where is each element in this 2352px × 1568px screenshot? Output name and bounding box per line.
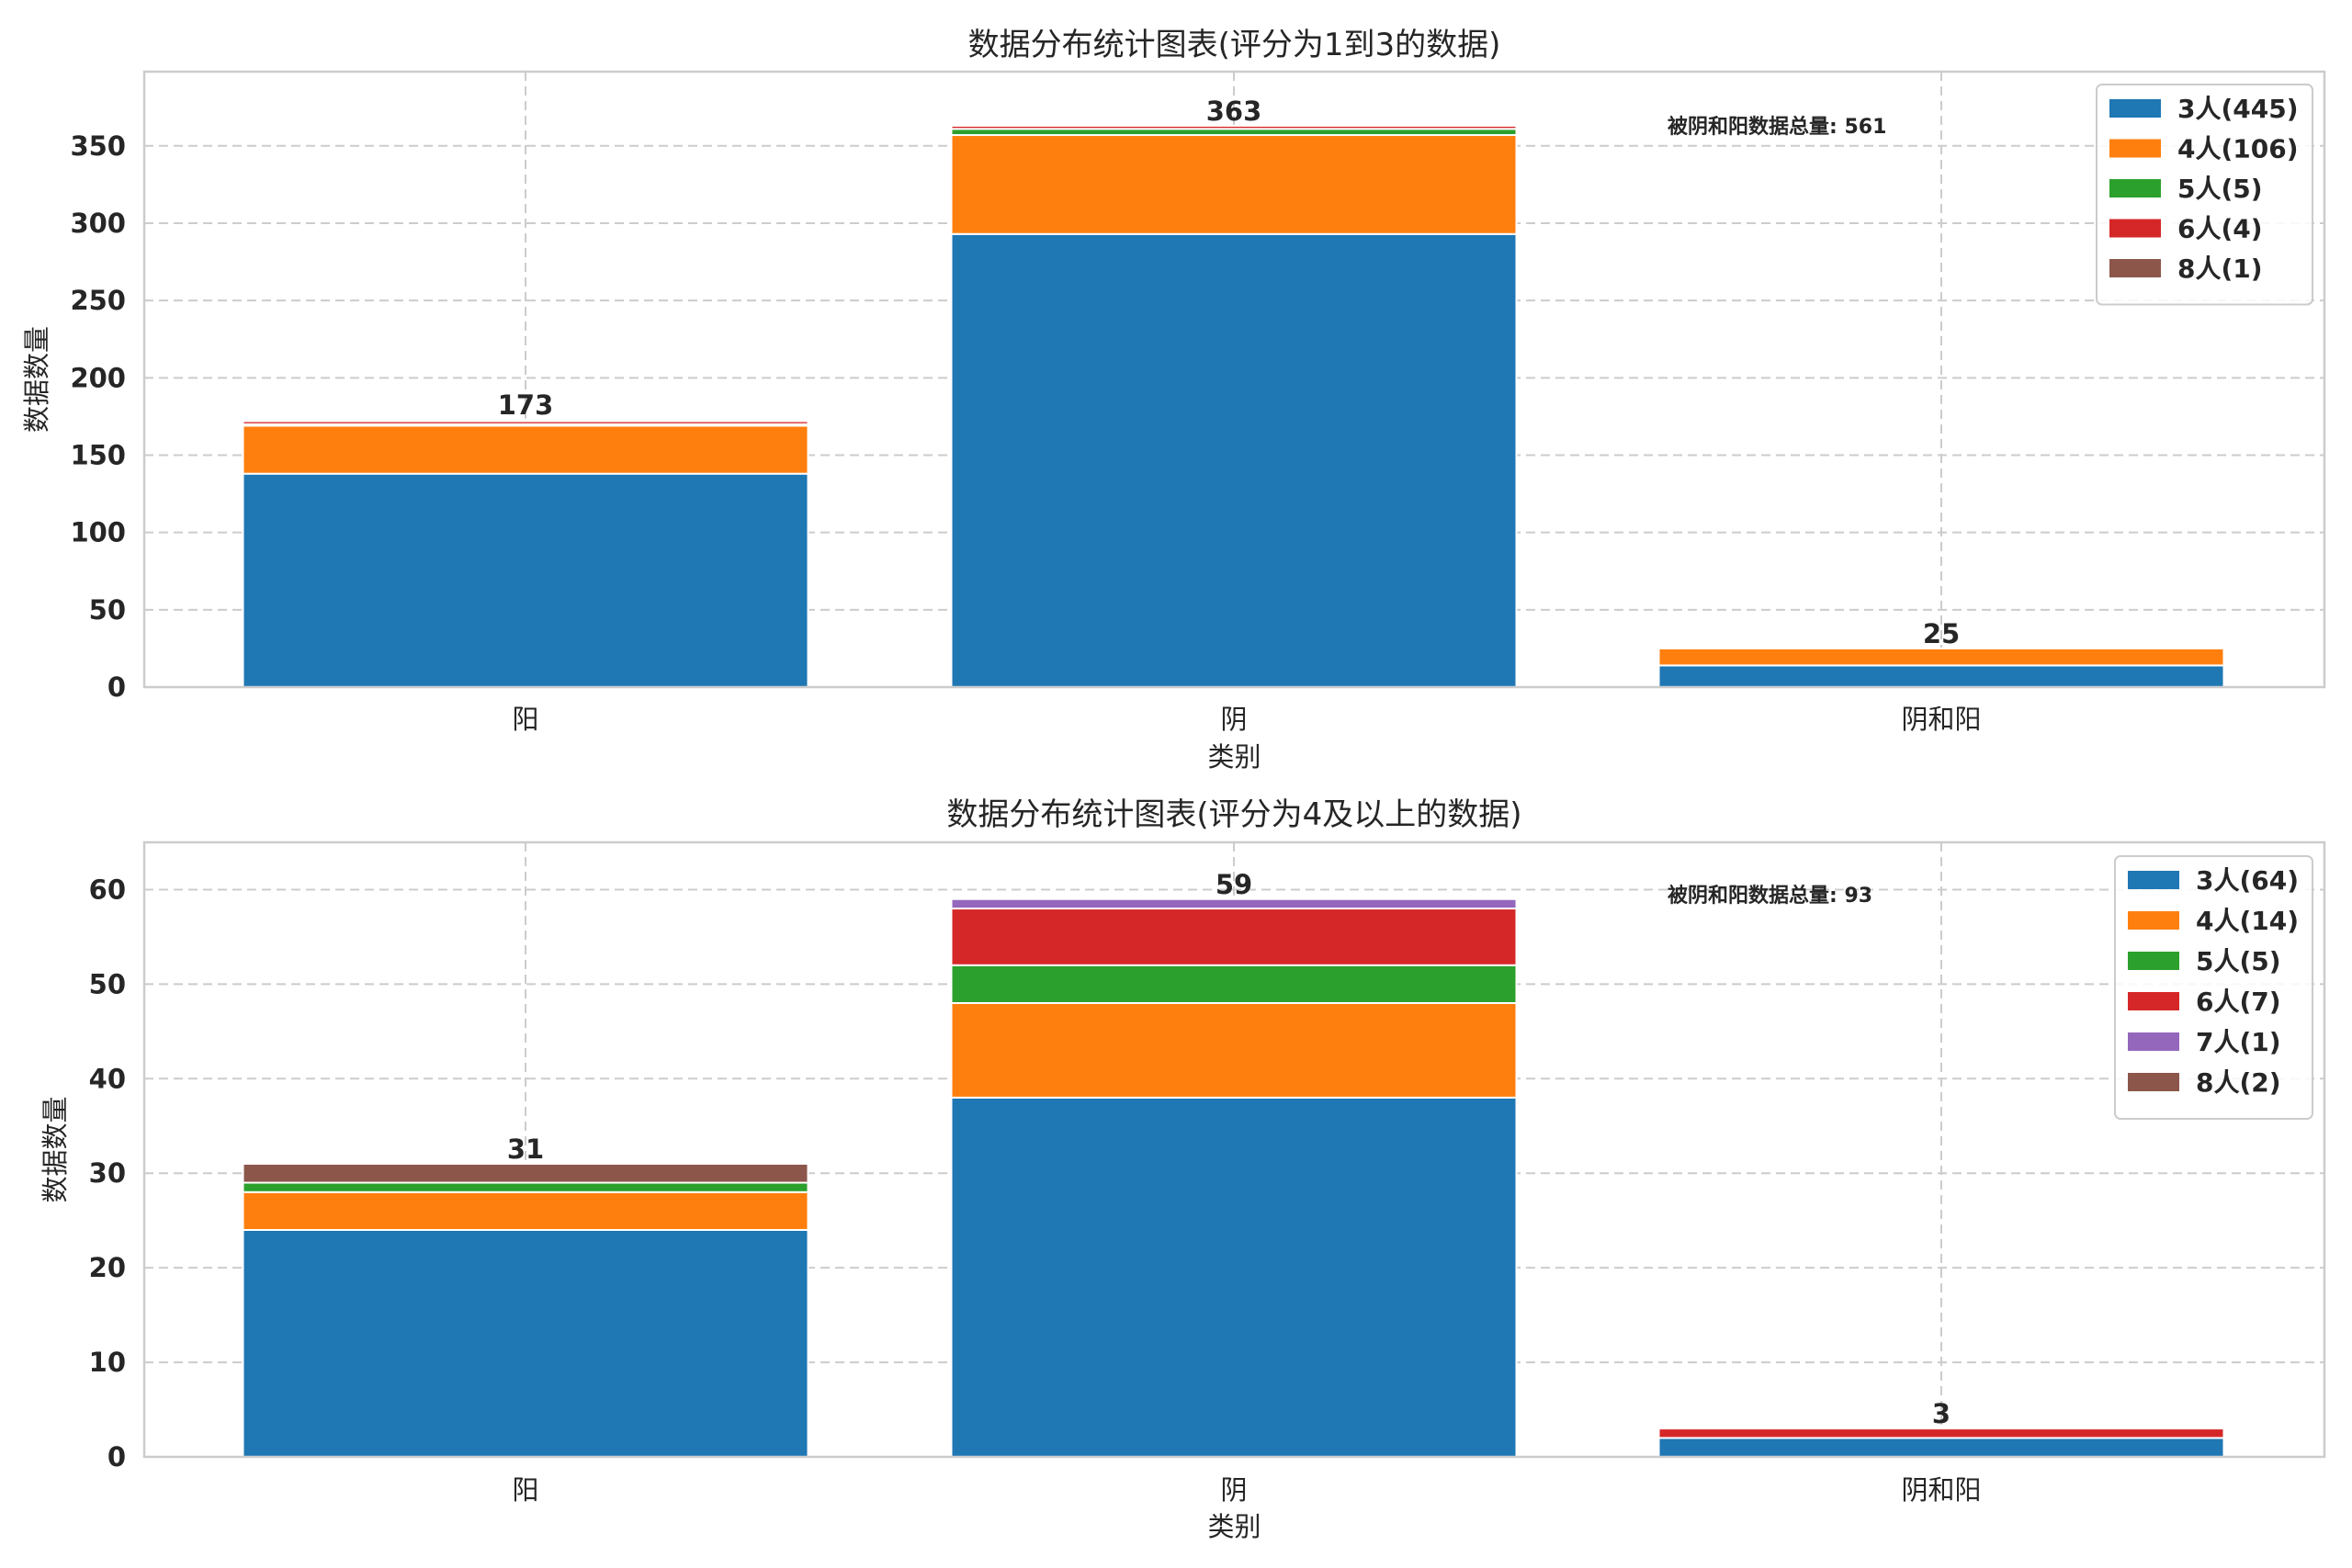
legend-swatch	[2128, 1073, 2179, 1091]
bar-segment-6-3	[1657, 1427, 2225, 1439]
bar-segment-4-1	[242, 1190, 809, 1231]
y-tick-label: 250	[70, 285, 126, 316]
chart-title: 数据分布统计图表(评分为4及以上的数据)	[946, 796, 1521, 833]
y-axis-label: 数据数量	[40, 1096, 71, 1202]
legend-swatch	[2109, 99, 2161, 118]
x-tick-label: 阴和阳	[1901, 704, 1981, 735]
legend: 3人(64) 4人(14) 5人(5) 6人(7) 7人(1) 8人(2)	[2114, 855, 2313, 1120]
chart-title: 数据分布统计图表(评分为1到3的数据)	[968, 27, 1501, 63]
legend-swatch	[2128, 952, 2179, 970]
x-tick-label: 阴	[1220, 1474, 1247, 1506]
legend: 3人(445) 4人(106) 5人(5) 6人(4) 8人(1)	[2096, 84, 2313, 306]
legend-label: 3人(64)	[2196, 865, 2299, 896]
bar-segment-5-2	[950, 964, 1518, 1004]
y-tick-label: 300	[70, 208, 126, 239]
bar-segment-3-2	[950, 232, 1518, 688]
x-tick-label: 阴	[1220, 704, 1247, 735]
legend-label: 4人(14)	[2196, 906, 2299, 936]
total-annotation: 被阴和阳数据总量: 561	[1668, 115, 1886, 139]
x-axis-label: 类别	[1207, 1511, 1261, 1542]
legend-label: 4人(106)	[2177, 134, 2299, 164]
legend-label: 3人(445)	[2177, 94, 2299, 124]
bar-segment-3-1	[242, 1228, 809, 1458]
bar-segment-4-2	[950, 1001, 1518, 1099]
plot-frame	[142, 70, 2326, 689]
y-tick-label: 0	[107, 1441, 126, 1472]
x-tick-label: 阴和阳	[1901, 1474, 1981, 1506]
bar-segment-7-2	[950, 897, 1518, 910]
bar-segment-3-3	[1657, 1437, 2225, 1459]
legend-swatch	[2128, 992, 2179, 1010]
bar-segment-3-1	[242, 472, 809, 688]
y-axis-label: 数据数量	[21, 326, 52, 433]
y-tick-label: 50	[89, 968, 126, 999]
y-tick-label: 200	[70, 362, 126, 393]
legend-label: 8人(2)	[2196, 1067, 2281, 1098]
legend-swatch	[2128, 871, 2179, 889]
bar-total-label: 25	[1923, 618, 1960, 649]
y-tick-label: 50	[89, 594, 126, 626]
x-axis-label: 类别	[1207, 741, 1261, 773]
bar-segment-8-1	[242, 418, 809, 423]
chart-panel-2: 0 10 20 30 40 50 60 阳 阴 阴和阳 31 59 3 数据分布统计图表(评分为4及以上的…	[40, 796, 2326, 1542]
bar-segment-3-2	[950, 1096, 1518, 1459]
bar-segment-6-2	[950, 908, 1518, 966]
bar-segment-3-3	[1657, 664, 2225, 689]
legend-label: 6人(4)	[2177, 214, 2263, 244]
bar-segment-5-2	[950, 128, 1518, 137]
y-tick-label: 40	[89, 1063, 126, 1094]
chart-panel-1: 0 50 100 150 200 250 300 350 阳 阴 阴和阳 173 363 25 数据分布统计…	[21, 27, 2326, 773]
legend-swatch	[2109, 139, 2161, 158]
legend-label: 5人(5)	[2177, 174, 2263, 204]
legend-label: 6人(7)	[2196, 987, 2281, 1017]
legend-swatch	[2109, 219, 2161, 238]
y-tick-label: 350	[70, 130, 126, 162]
y-tick-label: 0	[107, 671, 126, 703]
legend-label: 7人(1)	[2196, 1027, 2281, 1057]
plot-frame	[142, 840, 2326, 1459]
y-tick-label: 30	[89, 1157, 126, 1189]
y-tick-label: 10	[89, 1347, 126, 1378]
y-tick-label: 60	[89, 874, 126, 905]
bar-total-label: 363	[1206, 96, 1262, 127]
bar-total-label: 59	[1216, 869, 1252, 900]
bar-segment-6-2	[950, 124, 1518, 130]
y-tick-label: 150	[70, 439, 126, 470]
total-annotation: 被阴和阳数据总量: 93	[1668, 884, 1872, 908]
y-tick-label: 100	[70, 517, 126, 548]
x-tick-label: 阳	[512, 704, 538, 735]
bar-segment-4-2	[950, 134, 1518, 235]
bar-segment-4-1	[242, 424, 809, 475]
bar-segment-5-1	[242, 1181, 809, 1193]
x-tick-label: 阳	[512, 1474, 538, 1506]
bar-total-label: 31	[507, 1134, 544, 1165]
bar-total-label: 173	[498, 389, 554, 421]
bar-segment-8-1	[242, 1162, 809, 1184]
y-tick-label: 20	[89, 1252, 126, 1283]
legend-swatch	[2109, 179, 2161, 197]
legend-label: 8人(1)	[2177, 254, 2263, 284]
legend-swatch	[2128, 1032, 2179, 1051]
legend-label: 5人(5)	[2196, 946, 2281, 976]
bar-total-label: 3	[1932, 1398, 1951, 1429]
bar-segment-4-3	[1657, 647, 2225, 667]
legend-swatch	[2128, 911, 2179, 930]
legend-swatch	[2109, 259, 2161, 277]
